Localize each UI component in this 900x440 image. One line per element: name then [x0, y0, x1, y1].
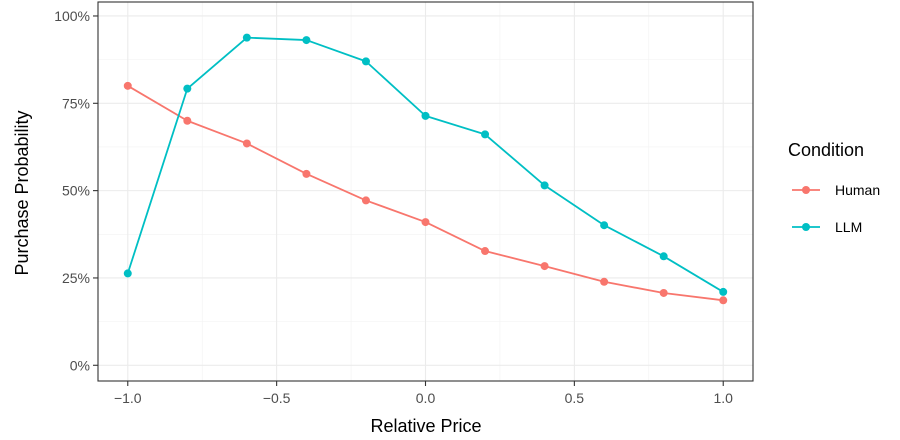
y-tick-label: 50% — [62, 183, 90, 199]
x-tick-label: −0.5 — [263, 390, 291, 406]
human-data-point — [481, 247, 490, 256]
human-data-point — [302, 169, 311, 178]
human-data-point — [421, 218, 430, 227]
y-tick-label: 75% — [62, 95, 90, 111]
major-gridlines — [98, 2, 753, 381]
series-layer — [123, 33, 728, 305]
legend: Condition Human LLM — [788, 140, 880, 235]
human-data-point — [600, 277, 609, 286]
llm-data-point — [540, 181, 549, 190]
human-data-point — [540, 262, 549, 271]
y-tick-label: 100% — [54, 8, 90, 24]
x-tick-label: 0.5 — [565, 390, 585, 406]
llm-data-point — [719, 287, 728, 296]
legend-item-llm: LLM — [792, 219, 862, 235]
human-data-point — [361, 196, 370, 205]
y-tick-label: 25% — [62, 270, 90, 286]
x-axis-title: Relative Price — [370, 416, 481, 436]
y-axis-title: Purchase Probability — [12, 110, 32, 275]
llm-data-point — [242, 33, 251, 42]
llm-data-point — [123, 269, 132, 278]
llm-data-point — [481, 130, 490, 139]
human-data-point — [659, 288, 668, 297]
llm-data-point — [302, 36, 311, 45]
tick-labels: −1.0 −0.5 0.0 0.5 1.0 0% 25% 50% 75% 100% — [54, 8, 733, 406]
x-tick-label: 1.0 — [713, 390, 733, 406]
legend-key-point — [802, 223, 810, 231]
legend-label: Human — [835, 182, 880, 198]
llm-data-point — [659, 252, 668, 261]
human-data-point — [242, 139, 251, 148]
human-data-point — [719, 296, 728, 305]
x-tick-label: 0.0 — [416, 390, 436, 406]
human-data-point — [183, 116, 192, 125]
axis-ticks — [93, 15, 724, 386]
legend-title: Condition — [788, 140, 864, 160]
llm-data-point — [183, 84, 192, 93]
llm-data-point — [600, 221, 609, 230]
llm-data-point — [361, 57, 370, 66]
legend-key-point — [802, 186, 810, 194]
y-tick-label: 0% — [70, 357, 90, 373]
human-data-point — [123, 81, 132, 90]
x-tick-label: −1.0 — [114, 390, 142, 406]
llm-data-point — [421, 111, 430, 120]
legend-label: LLM — [835, 219, 862, 235]
legend-item-human: Human — [792, 182, 880, 198]
